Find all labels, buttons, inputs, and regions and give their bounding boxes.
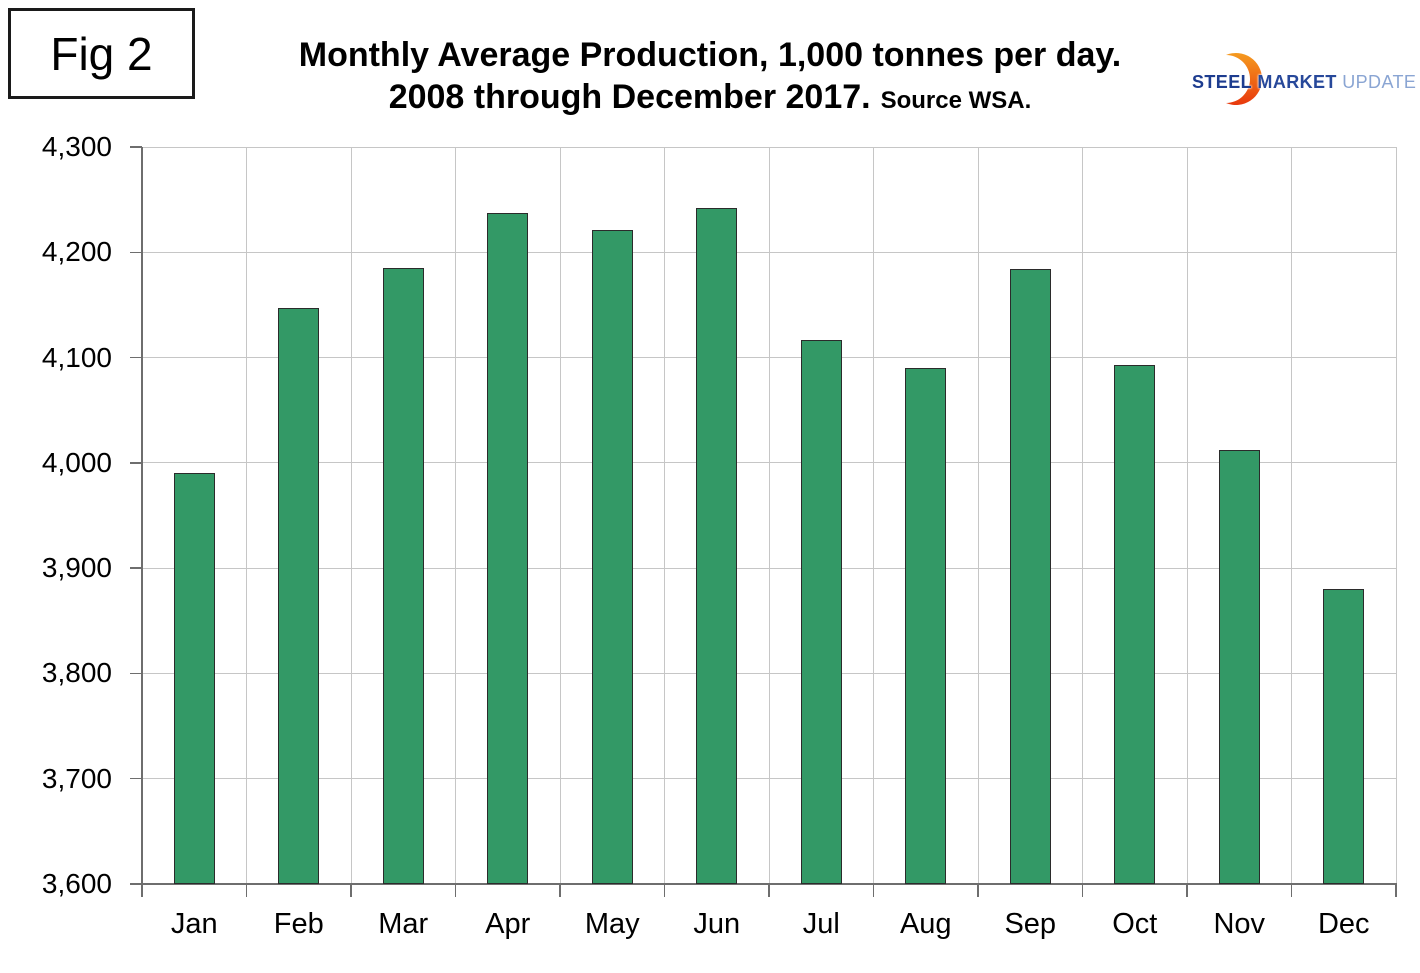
figure-label: Fig 2 (50, 27, 153, 80)
gridline-vertical (559, 147, 561, 884)
gridline-vertical (873, 147, 874, 884)
x-axis-label-apr: Apr (485, 908, 531, 940)
bar-jan (173, 473, 215, 884)
x-axis-label-aug: Aug (899, 908, 952, 940)
y-axis-tick (130, 777, 142, 780)
bar-mar (382, 268, 424, 884)
y-axis-tick (130, 672, 142, 675)
x-axis-tick (663, 884, 666, 897)
bar-aug (905, 368, 947, 884)
x-axis-tick (245, 884, 248, 897)
x-axis-label-may: May (584, 908, 640, 940)
x-axis-label-jan: Jan (170, 908, 218, 940)
gridline-vertical (977, 147, 979, 884)
y-axis-tick-label: 4,200 (41, 236, 112, 268)
gridline-vertical (664, 147, 665, 884)
x-axis-tick (454, 884, 457, 897)
gridline-vertical (350, 147, 352, 884)
x-axis-tick (1186, 884, 1188, 897)
gridline-vertical (1395, 147, 1397, 884)
bar-apr (487, 213, 529, 884)
gridline-vertical (246, 147, 247, 884)
x-axis-tick (559, 884, 561, 897)
bar-may (591, 230, 633, 884)
logo-word-steel: STEEL (1192, 72, 1253, 92)
chart-title-block: Monthly Average Production, 1,000 tonnes… (160, 34, 1260, 122)
y-axis-tick (130, 251, 142, 254)
y-axis-tick-label: 3,600 (41, 868, 112, 899)
x-axis-label-jul: Jul (802, 908, 840, 940)
x-axis-label-jun: Jun (693, 908, 741, 940)
gridline-vertical (1291, 147, 1292, 884)
bar-jul (800, 339, 842, 884)
y-axis-tick-label: 3,800 (41, 657, 112, 689)
x-axis-tick (872, 884, 875, 897)
x-axis-label-mar: Mar (378, 908, 429, 940)
y-axis-tick-label: 4,300 (41, 131, 112, 162)
chart-title-period: 2008 through December 2017. (388, 78, 871, 116)
y-axis-tick (130, 462, 142, 464)
steel-market-update-logo: STEEL MARKET UPDATE (1192, 50, 1416, 112)
figure-label-box: Fig 2 (8, 8, 195, 99)
chart-title-line2: 2008 through December 2017. Source WSA. (160, 76, 1260, 122)
gridline-vertical (455, 147, 456, 884)
y-axis-tick (130, 567, 142, 569)
logo-text: STEEL MARKET UPDATE (1192, 72, 1416, 93)
gridline-vertical (1082, 147, 1083, 884)
x-axis-tick (141, 884, 143, 897)
chart-title-line1: Monthly Average Production, 1,000 tonnes… (298, 36, 1122, 74)
y-axis-tick (130, 883, 142, 885)
y-axis-tick (130, 356, 142, 359)
bar-oct (1114, 364, 1156, 884)
y-axis-line (141, 147, 143, 884)
logo-word-market: MARKET (1257, 72, 1337, 92)
x-axis-label-nov: Nov (1213, 908, 1266, 940)
logo-word-update: UPDATE (1342, 72, 1417, 92)
x-axis-label-oct: Oct (1112, 908, 1158, 940)
x-axis-label-feb: Feb (273, 908, 324, 940)
x-axis-label-sep: Sep (1004, 908, 1057, 940)
bar-nov (1218, 450, 1260, 884)
y-axis-tick-label: 4,100 (41, 341, 112, 373)
x-axis-tick (977, 884, 979, 897)
y-axis-tick-label: 4,000 (41, 446, 112, 478)
y-axis-tick (130, 146, 142, 148)
bar-dec (1323, 589, 1365, 884)
x-axis-tick (768, 884, 770, 897)
x-axis-label-dec: Dec (1317, 908, 1370, 940)
gridline-vertical (1186, 147, 1188, 884)
x-axis-tick (1290, 884, 1293, 897)
bar-sep (1009, 269, 1051, 884)
x-axis-tick (1081, 884, 1084, 897)
x-axis-tick (1395, 884, 1397, 897)
gridline-vertical (768, 147, 770, 884)
y-axis-tick-label: 3,900 (41, 552, 112, 584)
logo-swoosh-icon (1226, 53, 1262, 105)
x-axis-tick (350, 884, 352, 897)
bar-jun (696, 208, 738, 884)
x-axis-line (141, 883, 1397, 885)
bar-feb (278, 308, 320, 884)
chart-title-source: Source WSA. (880, 87, 1032, 114)
y-axis-tick-label: 3,700 (41, 762, 112, 794)
